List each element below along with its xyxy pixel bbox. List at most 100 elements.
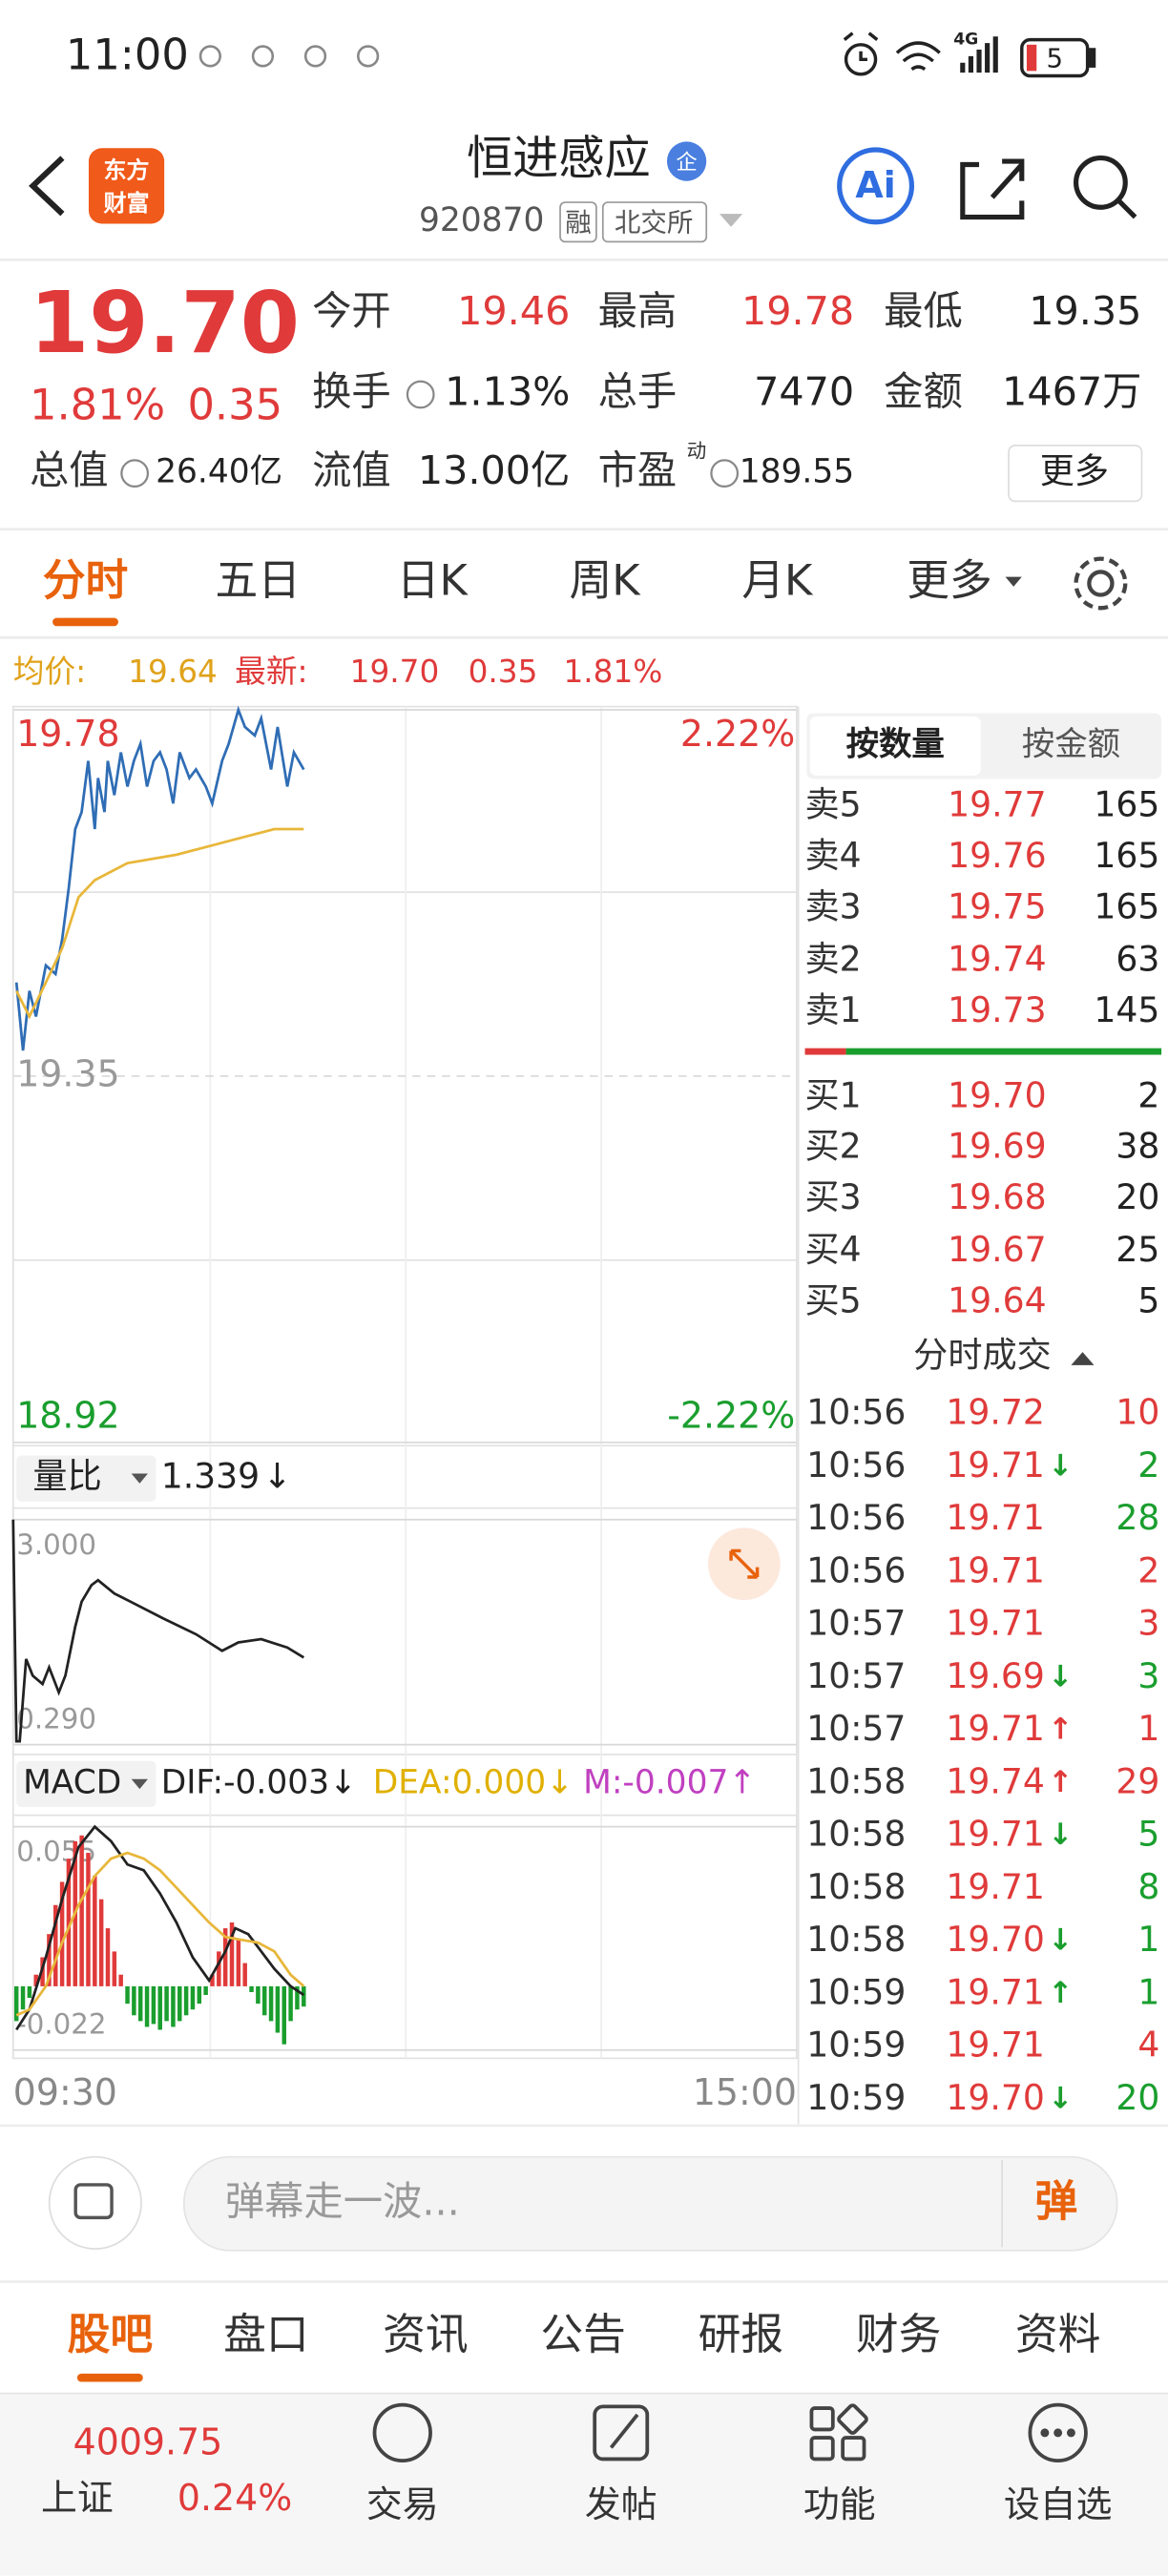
field-value: 19.78 xyxy=(741,288,854,334)
stock-code: 920870 xyxy=(419,201,544,239)
book-level: 买5 xyxy=(805,1279,862,1320)
field-value: 7470 xyxy=(754,368,854,414)
macd-selector[interactable] xyxy=(16,1760,156,1807)
book-level: 买2 xyxy=(805,1126,862,1167)
book-price: 19.67 xyxy=(948,1229,1046,1270)
book-price: 19.76 xyxy=(948,835,1046,876)
more-button[interactable] xyxy=(1008,445,1143,503)
book-bar-buy xyxy=(845,1048,1162,1055)
macd-bar xyxy=(125,1985,130,2005)
macd-bar xyxy=(151,1985,156,2025)
field-label: 流值 xyxy=(312,447,391,493)
book-price: 19.70 xyxy=(948,1074,1046,1115)
info-icons xyxy=(120,380,740,488)
dropdown[interactable] xyxy=(720,214,743,227)
chart-tab[interactable]: 更多 xyxy=(907,554,991,605)
trade-time: 10:56 xyxy=(806,1549,906,1590)
y-tick-label: -0.022 xyxy=(16,2007,106,2040)
section-tab[interactable]: 公告 xyxy=(540,2309,626,2359)
book-volume: 165 xyxy=(1094,784,1159,825)
field-value: 189.55 xyxy=(740,453,854,491)
status-time: 11:00 xyxy=(66,30,189,80)
trade-volume: 3 xyxy=(1137,1603,1159,1644)
book-tab[interactable]: 按数量 xyxy=(846,725,945,763)
collapse-icon[interactable] xyxy=(1071,1352,1095,1365)
macd-bar xyxy=(20,1985,26,2010)
trade-price: 19.71 xyxy=(946,1497,1044,1538)
trades-title: 分时成交 xyxy=(913,1334,1052,1375)
section-tab[interactable]: 研报 xyxy=(699,2309,784,2359)
book-volume: 165 xyxy=(1094,835,1159,876)
nav-item[interactable]: 设自选 xyxy=(1004,2483,1113,2525)
section-tab[interactable]: 股吧 xyxy=(68,2309,154,2359)
indicator-name[interactable]: 量比 xyxy=(32,1456,101,1497)
y-tick-label: 3.000 xyxy=(16,1528,96,1561)
index-value[interactable]: 4009.75 xyxy=(73,2420,223,2462)
section-tab[interactable]: 财务 xyxy=(856,2309,941,2359)
series-line xyxy=(15,1824,305,2031)
nav-icons xyxy=(372,2402,1088,2463)
nav-item[interactable]: 交易 xyxy=(366,2483,439,2525)
indicator-name[interactable]: MACD xyxy=(23,1763,121,1801)
book-level: 卖1 xyxy=(805,989,862,1030)
search-button[interactable] xyxy=(1074,156,1137,219)
chart-tab[interactable]: 五日 xyxy=(216,554,302,605)
book-tab[interactable]: 按金额 xyxy=(1022,725,1120,763)
field-value: 1.13% xyxy=(445,368,570,414)
chart-tab[interactable]: 月K xyxy=(741,554,814,605)
book-volume: 38 xyxy=(1116,1126,1159,1167)
book-level: 卖2 xyxy=(805,938,862,979)
trade-arrow: ↑ xyxy=(1048,1976,1073,2010)
ai-button[interactable] xyxy=(837,147,915,225)
more-label[interactable]: 更多 xyxy=(1040,450,1109,491)
trade-arrow: ↓ xyxy=(1048,1448,1073,1483)
share-button[interactable] xyxy=(960,158,1025,220)
nav-item[interactable]: 功能 xyxy=(803,2483,876,2525)
dropdown xyxy=(131,1778,148,1790)
chart-tab[interactable]: 日K xyxy=(397,554,469,605)
trade-time: 10:59 xyxy=(806,2025,906,2066)
trade-arrow: ↓ xyxy=(1048,1923,1073,1958)
nav-item[interactable]: 发帖 xyxy=(585,2483,657,2525)
book-tab-active[interactable] xyxy=(809,716,981,776)
expand-icon xyxy=(729,1548,760,1579)
section-tab[interactable]: 盘口 xyxy=(223,2309,308,2359)
chart-tab[interactable]: 周K xyxy=(569,554,641,605)
chart-tab[interactable]: 分时 xyxy=(43,554,129,605)
tag: 融 xyxy=(565,207,592,238)
settings-button[interactable] xyxy=(1074,556,1128,611)
macd-bar xyxy=(105,1928,111,1986)
trade-volume: 3 xyxy=(1137,1655,1159,1696)
series-line xyxy=(11,1519,305,1743)
section-tab[interactable]: 资料 xyxy=(1015,2309,1101,2359)
book-volume: 145 xyxy=(1094,989,1159,1030)
badge-circle xyxy=(666,141,707,181)
section-tab[interactable]: 资讯 xyxy=(383,2309,469,2359)
field-label: 最高 xyxy=(598,288,678,334)
logo-text: 东方 xyxy=(103,156,149,183)
danmaku-button[interactable]: 弹 xyxy=(1035,2176,1078,2227)
trade-arrow: ↓ xyxy=(1048,2081,1073,2115)
comment-icon[interactable] xyxy=(48,2155,142,2250)
index-change: 0.24% xyxy=(177,2477,292,2519)
macd-bar xyxy=(203,1985,208,1996)
book-volume: 20 xyxy=(1116,1176,1159,1217)
macd-bar xyxy=(33,1974,38,1986)
book-level: 卖4 xyxy=(805,835,862,876)
trade-volume: 29 xyxy=(1116,1760,1159,1801)
trade-time: 10:58 xyxy=(806,1814,906,1855)
trade-price: 19.69 xyxy=(946,1655,1044,1696)
ai-label: Ai xyxy=(855,164,895,206)
field-label: 最低 xyxy=(884,288,963,334)
trade-time: 10:58 xyxy=(806,1866,906,1907)
macd-bar xyxy=(93,1876,97,1986)
last-label: 最新: xyxy=(235,654,307,690)
back-button[interactable] xyxy=(29,156,65,217)
macd-bar xyxy=(295,1985,300,2010)
badge: 企 xyxy=(676,150,697,175)
ratio-selector[interactable] xyxy=(16,1455,156,1502)
macd-bar xyxy=(79,1835,84,1986)
book-price: 19.68 xyxy=(948,1176,1046,1217)
comment-input[interactable] xyxy=(182,2155,1118,2252)
